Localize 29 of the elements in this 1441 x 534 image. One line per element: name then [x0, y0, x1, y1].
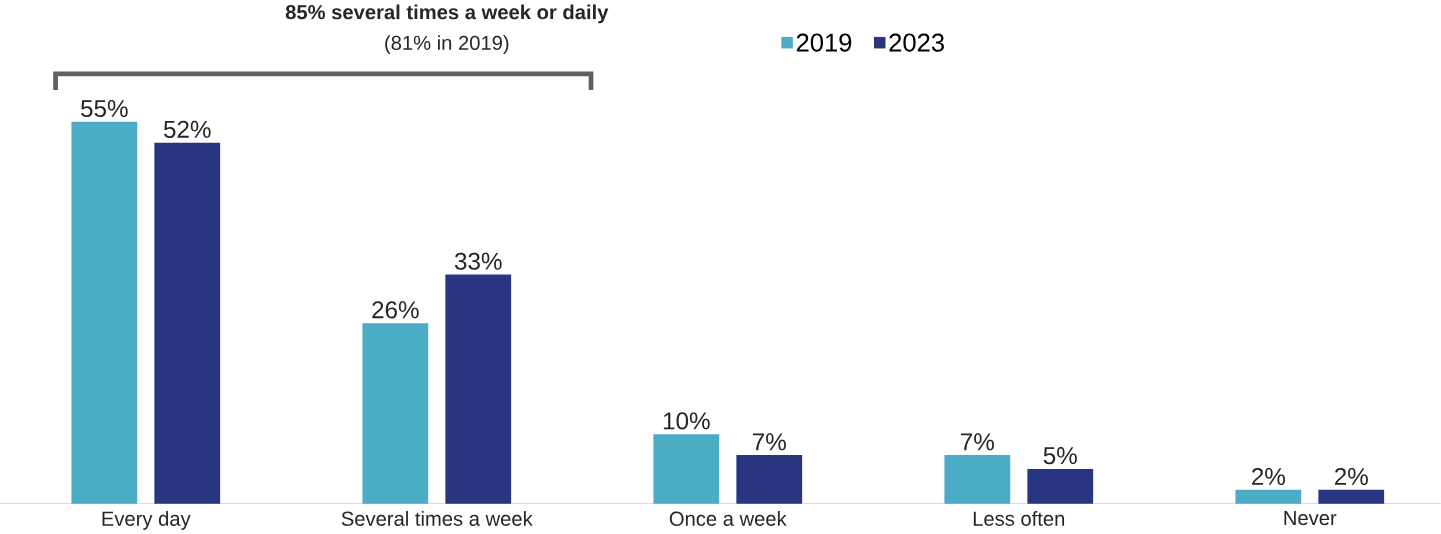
bar — [653, 434, 720, 504]
bar — [736, 454, 803, 504]
bar — [944, 454, 1011, 504]
bar — [154, 142, 221, 504]
x-tick-label: Several times a week — [341, 510, 533, 526]
bar — [445, 274, 512, 504]
bar — [1318, 489, 1385, 504]
x-tick-label: Less often — [973, 510, 1065, 526]
text: 85% several times a week or daily — [285, 4, 609, 24]
x-tick-label: Every day — [102, 510, 191, 530]
bar — [71, 121, 138, 504]
bar — [1027, 468, 1094, 504]
legend-label: 2023 — [889, 33, 944, 52]
data-label: 7% — [961, 433, 994, 451]
data-label: 26% — [372, 301, 419, 319]
data-label: 33% — [454, 252, 502, 270]
data-label: 2% — [1334, 467, 1368, 485]
bar — [1235, 489, 1302, 504]
data-label: 10% — [663, 412, 710, 430]
data-label: 5% — [1043, 446, 1077, 464]
legend-label: 2019 — [796, 33, 852, 52]
text: (81% in 2019) — [385, 34, 509, 54]
data-label: 52% — [163, 120, 211, 138]
data-label: 55% — [81, 99, 128, 117]
x-tick-label: Never — [1284, 510, 1337, 525]
bar — [362, 322, 429, 504]
data-label: 7% — [752, 433, 786, 451]
data-label: 2% — [1252, 467, 1285, 485]
x-tick-label: Once a week — [669, 510, 787, 526]
